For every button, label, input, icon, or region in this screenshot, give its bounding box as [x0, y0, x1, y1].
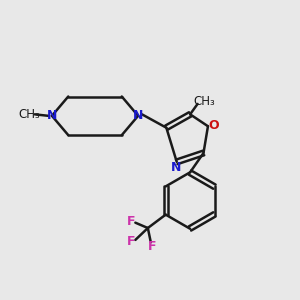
- Text: O: O: [208, 119, 219, 132]
- Text: F: F: [148, 240, 156, 253]
- Text: F: F: [127, 235, 135, 248]
- Text: CH₃: CH₃: [19, 108, 40, 121]
- Text: N: N: [133, 109, 143, 122]
- Text: CH₃: CH₃: [193, 95, 215, 108]
- Text: N: N: [171, 161, 181, 174]
- Text: F: F: [127, 215, 135, 228]
- Text: N: N: [47, 109, 57, 122]
